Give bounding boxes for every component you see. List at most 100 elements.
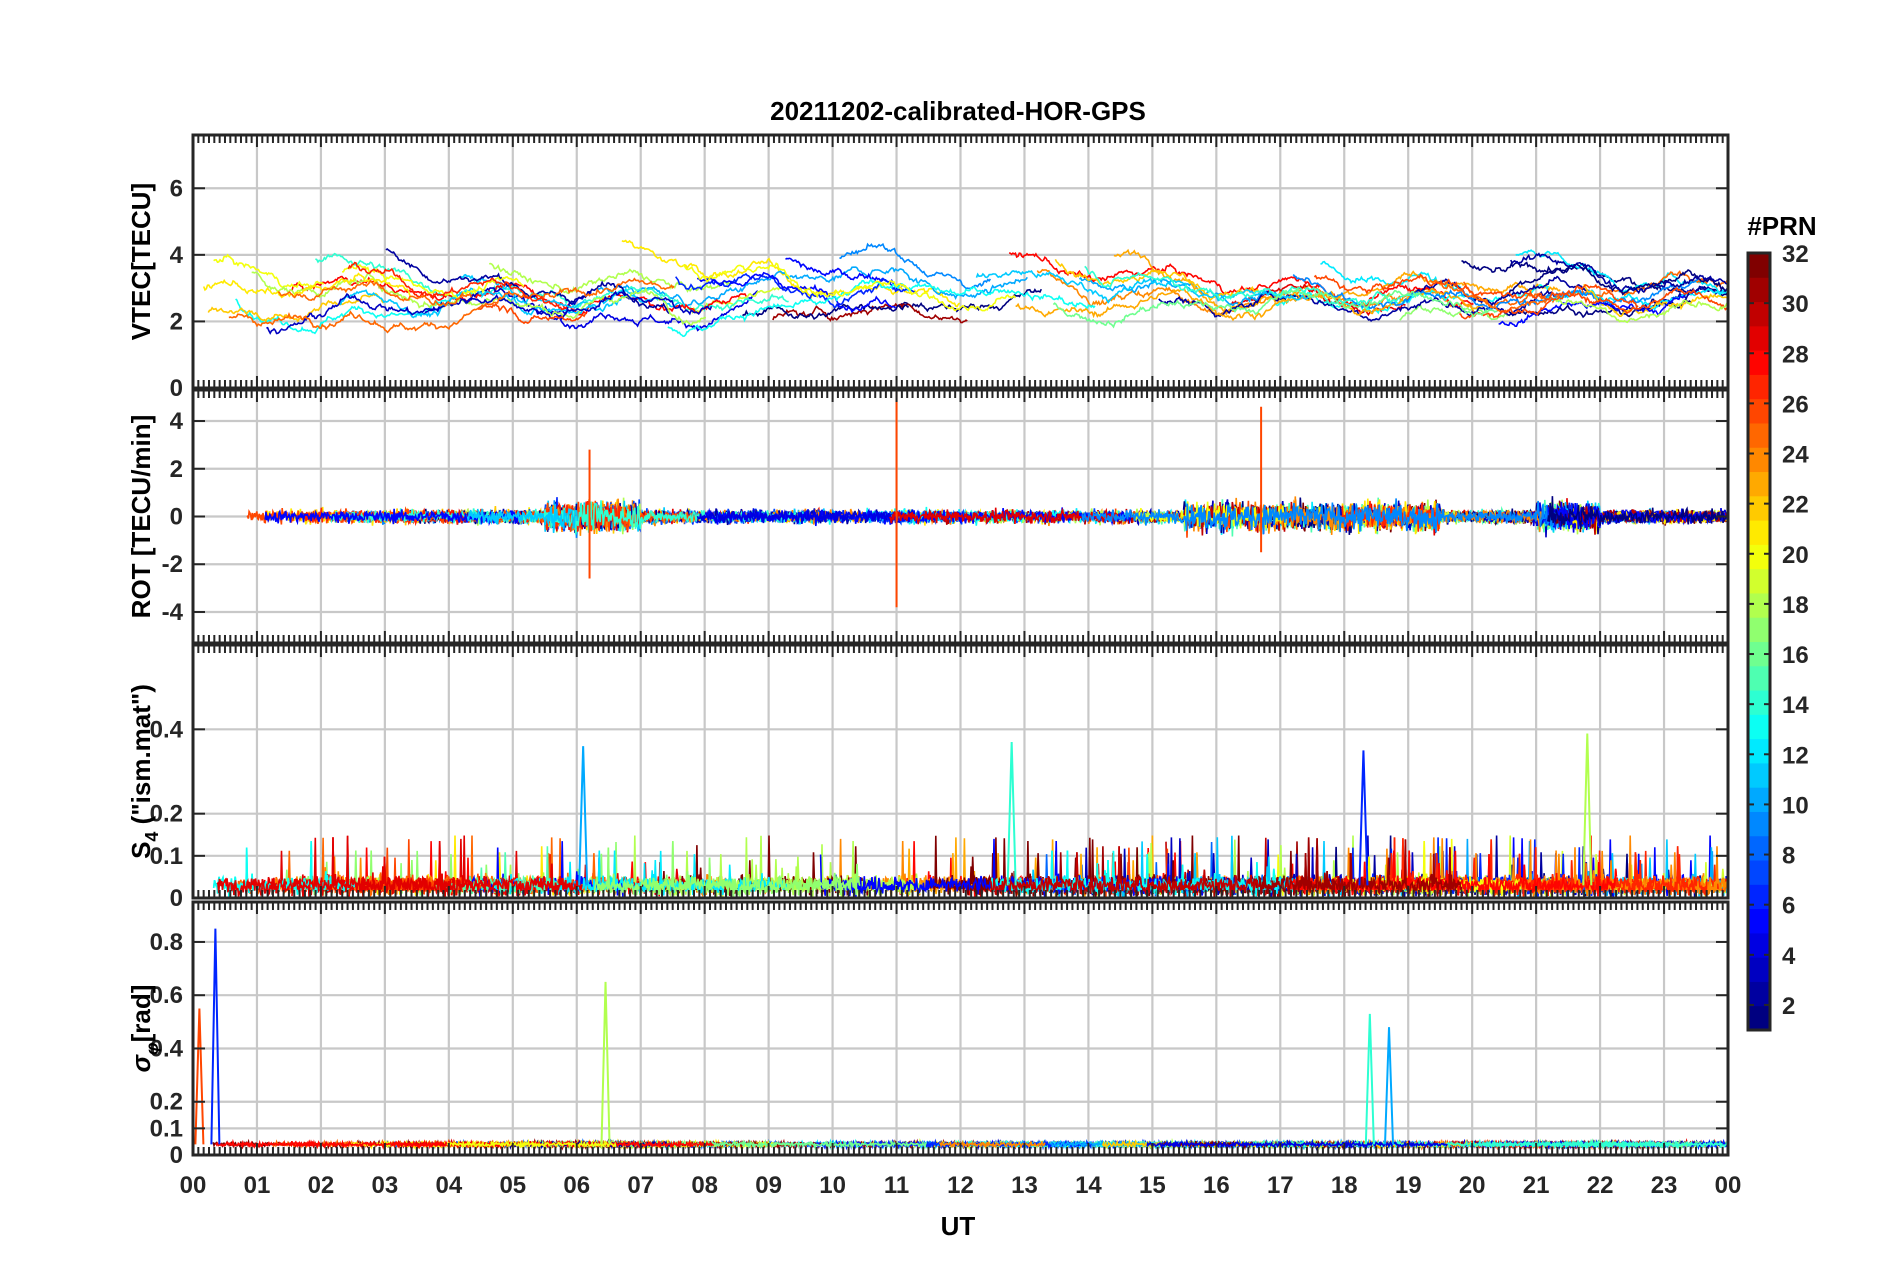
series-line: [938, 1139, 1046, 1150]
x-tick-label: 21: [1523, 1172, 1550, 1199]
grid-s4: [193, 645, 1728, 898]
series-line: [216, 835, 583, 898]
series-line: [1081, 498, 1555, 535]
colorbar-tick-label: 32: [1782, 241, 1809, 268]
series-line: [213, 253, 325, 291]
series-line: [446, 1138, 617, 1150]
y-axis-label-s4: S4 ("ism.mat"): [126, 684, 162, 859]
y-tick-label: 2: [170, 308, 183, 335]
series-line: [251, 271, 706, 326]
colorbar-bin: [1748, 932, 1770, 958]
x-tick-label: 02: [308, 1172, 335, 1199]
peak: [1364, 1013, 1375, 1145]
series-line: [1459, 286, 1728, 320]
series-line: [1052, 286, 1498, 329]
y-tick-label: 4: [170, 408, 184, 435]
x-tick-label: 13: [1011, 1172, 1038, 1199]
colorbar-bin: [1748, 957, 1770, 982]
series-line: [839, 242, 992, 290]
peak: [1358, 750, 1369, 886]
colorbar-tick-label: 6: [1782, 893, 1795, 920]
y-tick-label: 0.4: [150, 716, 184, 743]
series-line: [1054, 258, 1260, 302]
colorbar-bin: [1748, 981, 1770, 1007]
colorbar-bin: [1748, 714, 1770, 740]
series-s4: [212, 733, 1728, 898]
x-tick-label: 09: [755, 1172, 782, 1199]
colorbar-bin: [1748, 908, 1770, 934]
y-tick-label: 0.8: [150, 929, 183, 956]
series-line: [742, 303, 909, 321]
series-line: [489, 262, 732, 295]
colorbar-bin: [1748, 520, 1770, 545]
colorbar-bin: [1748, 471, 1770, 497]
y-tick-label: 4: [170, 242, 184, 269]
colorbar-bin: [1748, 811, 1770, 837]
series-line: [1078, 276, 1285, 308]
colorbar-tick-label: 2: [1782, 993, 1795, 1020]
colorbar-bin: [1748, 787, 1770, 812]
panel-rot: -4 -2 0 2 4 ROT [TECU/min]: [126, 388, 1730, 645]
colorbar-bin: [1748, 568, 1770, 594]
colorbar-bin: [1748, 277, 1770, 303]
series-line: [975, 270, 1313, 304]
series-line: [1429, 279, 1551, 313]
x-tick-label: 18: [1331, 1172, 1358, 1199]
x-tick-label: 12: [947, 1172, 974, 1199]
colorbar-tick-label: 24: [1782, 442, 1809, 469]
colorbar-tick-label: 4: [1782, 943, 1796, 970]
y-tick-label: 0.4: [150, 1035, 184, 1062]
series-line: [1510, 252, 1728, 295]
x-tick-label: 03: [372, 1172, 399, 1199]
x-tick-label: 00: [180, 1172, 207, 1199]
series-line: [466, 503, 579, 533]
y-axis-label-vtec: VTEC[TECU]: [126, 183, 156, 340]
x-tick-label: 00: [1715, 1172, 1742, 1199]
series-line: [593, 841, 861, 898]
peak: [1582, 733, 1593, 886]
x-tick-label: 06: [563, 1172, 590, 1199]
series-line: [1546, 287, 1728, 311]
series-line: [696, 508, 917, 525]
minor-ticks-sigma_phi: [192, 902, 1729, 1155]
series-line: [1146, 1138, 1448, 1151]
series-line: [1555, 298, 1728, 324]
colorbar-tick-label: 18: [1782, 592, 1809, 619]
y-tick-label: 0: [170, 504, 183, 531]
x-tick-label: 20: [1459, 1172, 1486, 1199]
y-tick-label: 6: [170, 175, 183, 202]
colorbar-bin: [1748, 617, 1770, 642]
series-line: [667, 278, 1096, 338]
series-line: [1498, 289, 1696, 328]
x-tick-label: 10: [819, 1172, 846, 1199]
colorbar-bin: [1748, 544, 1770, 570]
y-tick-label: -2: [162, 551, 183, 578]
colorbar-bin: [1748, 884, 1770, 910]
series-line: [772, 302, 968, 324]
colorbar-bin: [1748, 738, 1770, 764]
peak: [600, 981, 611, 1145]
peak: [578, 746, 589, 886]
peak: [1384, 1027, 1395, 1145]
grid-vtec: [193, 135, 1728, 388]
colorbar-bin: [1748, 350, 1770, 375]
series-line: [1084, 265, 1420, 306]
series-line: [290, 275, 747, 316]
y-tick-label: 0: [170, 1142, 183, 1169]
y-axis-label-sigma_phi: σφ[rad]: [126, 985, 162, 1073]
colorbar-bin: [1748, 253, 1770, 278]
y-axis-label-rot: ROT [TECU/min]: [126, 415, 156, 619]
colorbar-tick-label: 22: [1782, 492, 1809, 519]
y-tick-label: 0.2: [150, 1089, 183, 1116]
minor-ticks-s4: [192, 645, 1729, 898]
series-line: [1313, 273, 1639, 309]
chart-title: 20211202-calibrated-HOR-GPS: [770, 96, 1146, 126]
y-tick-label: 0: [170, 375, 183, 402]
colorbar-tick-label: 16: [1782, 642, 1809, 669]
colorbar-bin: [1748, 860, 1770, 885]
x-tick-label: 11: [884, 1172, 909, 1199]
colorbar-bin: [1748, 325, 1770, 351]
peak: [194, 1008, 205, 1145]
y-tick-label: 0: [170, 885, 183, 912]
